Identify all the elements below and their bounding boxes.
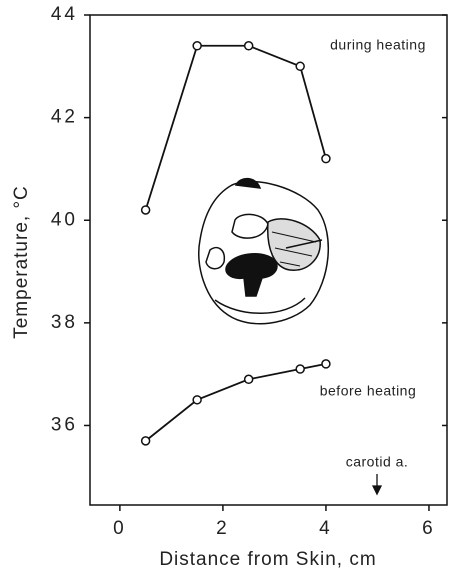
x-axis-label: Distance from Skin, cm [159,549,376,570]
y-tick-label: 42 [51,107,78,128]
data-point [193,396,201,404]
y-tick-label: 40 [51,209,78,230]
data-point [245,375,253,383]
anatomy-inset [199,179,329,324]
x-tick-label: 0 [113,518,127,539]
series-label: before heating [320,383,417,399]
data-point [322,360,330,368]
y-tick-label: 38 [51,312,78,333]
series-line [146,364,326,441]
data-point [142,437,150,445]
series-label: during heating [330,37,426,53]
data-point [142,206,150,214]
annotation: carotid a. [346,454,409,470]
y-axis-label: Temperature, °C [11,185,32,339]
chart: Distance from Skin, cm Temperature, °C c… [0,0,454,572]
data-point [296,62,304,70]
x-tick-label: 6 [422,518,436,539]
x-tick-label: 2 [216,518,230,539]
data-point [245,42,253,50]
page: {"chart_data": {"type": "line", "xlabel"… [0,0,454,572]
x-tick-label: 4 [319,518,333,539]
data-point [296,365,304,373]
y-tick-label: 36 [51,414,78,435]
data-point [193,42,201,50]
y-tick-label: 44 [51,4,78,25]
arrow [373,474,381,494]
data-point [322,155,330,163]
